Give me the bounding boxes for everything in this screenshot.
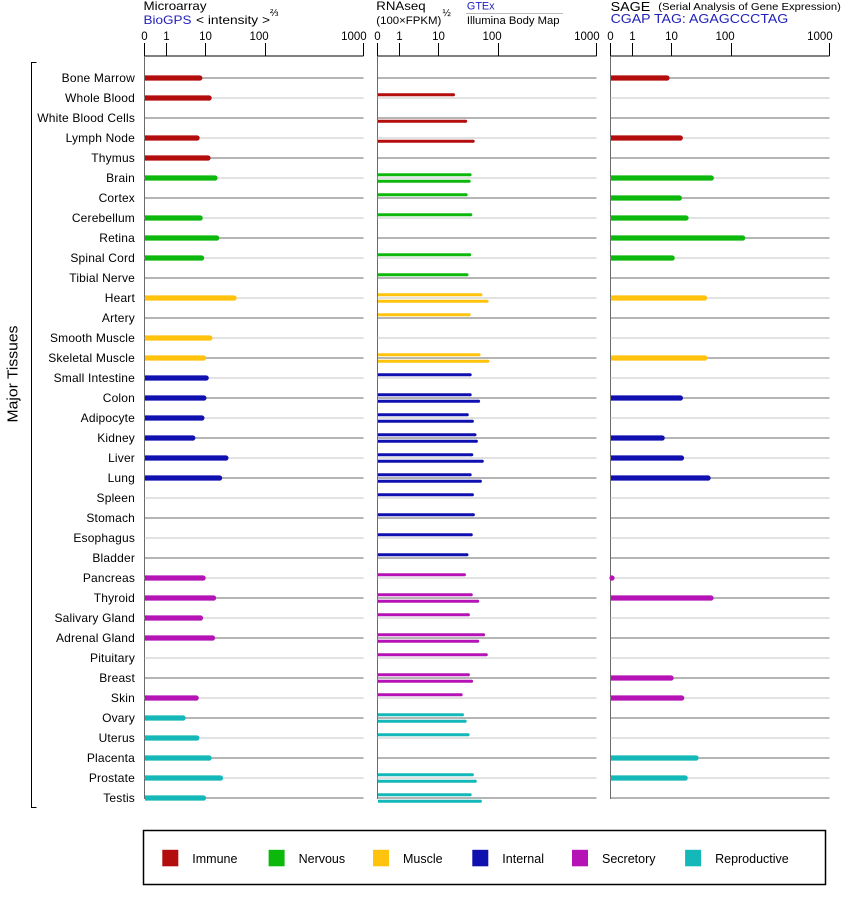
svg-text:Artery: Artery: [102, 311, 135, 325]
svg-text:Uterus: Uterus: [99, 731, 135, 745]
svg-text:Cortex: Cortex: [99, 191, 135, 205]
svg-text:⅔: ⅔: [270, 8, 279, 19]
svg-text:Cerebellum: Cerebellum: [72, 211, 135, 225]
svg-text:Smooth Muscle: Smooth Muscle: [50, 331, 135, 345]
svg-text:BioGPS: BioGPS: [144, 13, 192, 27]
svg-text:0: 0: [374, 31, 380, 43]
svg-text:Retina: Retina: [99, 231, 135, 245]
svg-text:RNAseq: RNAseq: [376, 0, 425, 13]
svg-text:Spleen: Spleen: [97, 491, 135, 505]
svg-text:Breast: Breast: [99, 671, 135, 685]
svg-text:(100×FPKM): (100×FPKM): [376, 15, 441, 27]
svg-text:Secretory: Secretory: [602, 852, 656, 866]
svg-text:CGAP TAG: AGAGCCCTAG: CGAP TAG: AGAGCCCTAG: [611, 11, 789, 26]
svg-text:Illumina Body Map: Illumina Body Map: [467, 15, 560, 27]
svg-text:Ovary: Ovary: [102, 711, 135, 725]
svg-text:10: 10: [665, 31, 678, 43]
svg-text:(Serial Analysis of Gene Expre: (Serial Analysis of Gene Expression): [658, 1, 841, 13]
svg-text:White Blood Cells: White Blood Cells: [37, 111, 135, 125]
svg-text:Skeletal Muscle: Skeletal Muscle: [48, 351, 135, 365]
svg-text:Pancreas: Pancreas: [83, 571, 135, 585]
svg-text:1000: 1000: [341, 31, 367, 43]
svg-text:Brain: Brain: [106, 171, 135, 185]
svg-text:Lung: Lung: [108, 471, 135, 485]
svg-text:100: 100: [483, 31, 502, 43]
svg-text:Salivary Gland: Salivary Gland: [54, 611, 135, 625]
svg-text:0: 0: [607, 31, 613, 43]
svg-text:Prostate: Prostate: [89, 771, 135, 785]
svg-text:Internal: Internal: [502, 852, 544, 866]
svg-text:100: 100: [250, 31, 269, 43]
svg-text:Microarray: Microarray: [144, 0, 207, 13]
svg-text:Heart: Heart: [105, 291, 136, 305]
svg-text:Esophagus: Esophagus: [73, 531, 135, 545]
svg-text:Whole Blood: Whole Blood: [65, 91, 135, 105]
svg-text:SAGE: SAGE: [611, 0, 651, 14]
svg-text:1: 1: [163, 31, 169, 43]
svg-text:100: 100: [716, 31, 735, 43]
svg-text:Skin: Skin: [111, 691, 135, 705]
svg-text:0: 0: [141, 31, 147, 43]
svg-text:GTEx: GTEx: [467, 0, 495, 12]
svg-text:Reproductive: Reproductive: [715, 852, 789, 866]
svg-text:Placenta: Placenta: [87, 751, 135, 765]
svg-text:Immune: Immune: [192, 852, 237, 866]
svg-text:1: 1: [396, 31, 402, 43]
svg-text:Tibial Nerve: Tibial Nerve: [69, 271, 135, 285]
svg-text:10: 10: [432, 31, 445, 43]
svg-text:Thymus: Thymus: [91, 151, 135, 165]
svg-text:Major Tissues: Major Tissues: [6, 326, 22, 423]
svg-text:10: 10: [199, 31, 212, 43]
svg-text:½: ½: [443, 8, 452, 19]
svg-text:Colon: Colon: [103, 391, 135, 405]
svg-text:Lymph Node: Lymph Node: [66, 131, 136, 145]
svg-text:Spinal Cord: Spinal Cord: [70, 251, 135, 265]
svg-text:< intensity >: < intensity >: [196, 13, 270, 27]
svg-text:Muscle: Muscle: [403, 852, 443, 866]
svg-text:Liver: Liver: [108, 451, 135, 465]
svg-text:Kidney: Kidney: [97, 431, 135, 445]
svg-text:1: 1: [629, 31, 635, 43]
svg-text:1000: 1000: [807, 31, 833, 43]
svg-text:Adipocyte: Adipocyte: [81, 411, 135, 425]
svg-text:Adrenal Gland: Adrenal Gland: [56, 631, 135, 645]
svg-text:Bone Marrow: Bone Marrow: [62, 71, 135, 85]
svg-text:Pituitary: Pituitary: [90, 651, 135, 665]
svg-text:Thyroid: Thyroid: [94, 591, 135, 605]
svg-text:Nervous: Nervous: [299, 852, 346, 866]
svg-text:Small Intestine: Small Intestine: [54, 371, 136, 385]
svg-text:1000: 1000: [574, 31, 600, 43]
svg-text:Testis: Testis: [103, 791, 135, 805]
svg-text:Bladder: Bladder: [92, 551, 135, 565]
svg-text:Stomach: Stomach: [86, 511, 135, 525]
